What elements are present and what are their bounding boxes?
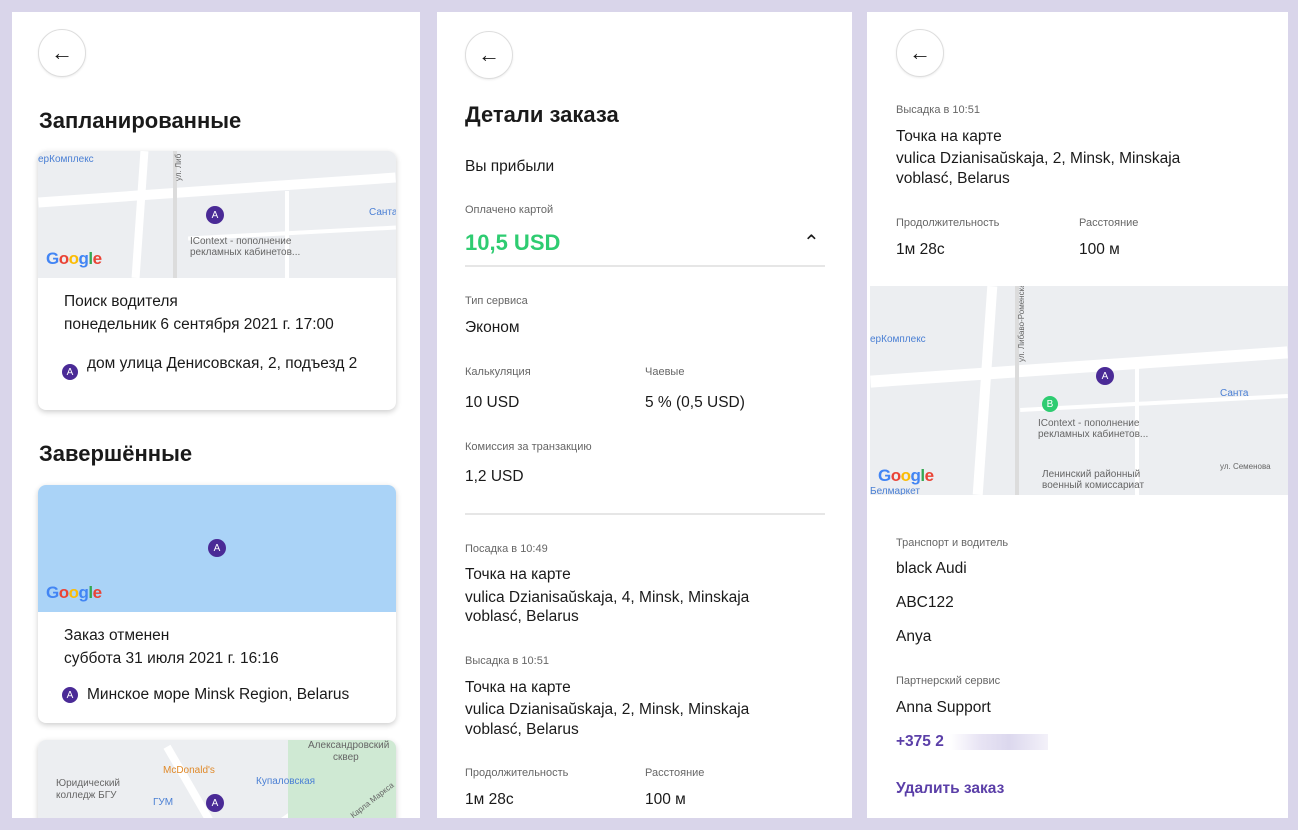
order-status: Вы прибыли (465, 158, 555, 175)
google-logo: Google (46, 583, 102, 602)
scheduled-heading: Запланированные (39, 108, 242, 133)
order-card[interactable]: ерКомплекс Санта IContext - пополнение р… (38, 151, 396, 410)
duration-label: Продолжительность (896, 217, 1000, 229)
marker-a-icon: A (62, 364, 78, 380)
fee-value: 1,2 USD (465, 468, 524, 485)
phone-link[interactable]: +375 2 (896, 733, 944, 750)
order-address: Минское море Minsk Region, Belarus (87, 686, 350, 703)
google-logo: Google (878, 466, 934, 485)
dropoff-label: Высадка в 10:51 (896, 104, 980, 116)
partner-label: Партнерский сервис (896, 675, 1001, 687)
delete-order-button[interactable]: Удалить заказ (896, 780, 1005, 797)
order-details-screen-scrolled: ← Высадка в 10:51 Точка на карте vulica … (867, 12, 1288, 818)
pickup-label: Посадка в 10:49 (465, 543, 548, 555)
marker-a-icon: A (208, 539, 226, 557)
order-status: Заказ отменен (64, 627, 170, 644)
order-date: понедельник 6 сентября 2021 г. 17:00 (64, 316, 334, 333)
duration-label: Продолжительность (465, 767, 569, 779)
order-status: Поиск водителя (64, 293, 178, 310)
back-button[interactable]: ← (465, 31, 513, 79)
back-button[interactable]: ← (38, 29, 86, 77)
arrow-left-icon: ← (478, 42, 500, 67)
order-card[interactable]: A Google Заказ отменен суббота 31 июля 2… (38, 485, 396, 723)
phone-blur (950, 734, 1048, 750)
marker-a-icon: A (1096, 367, 1114, 385)
order-card[interactable]: Александровский сквер McDonald's Юридиче… (38, 740, 396, 818)
page-title: Детали заказа (465, 102, 619, 127)
distance-value: 100 м (1079, 241, 1120, 258)
fee-label: Комиссия за транзакцию (465, 441, 592, 453)
dropoff-address: voblasć, Belarus (465, 721, 579, 738)
orders-list-screen: ← Запланированные ерКомплекс Санта ICont… (12, 12, 420, 818)
calc-label: Калькуляция (465, 366, 531, 378)
dropoff-label: Высадка в 10:51 (465, 655, 549, 667)
paid-label: Оплачено картой (465, 204, 554, 216)
car-value: black Audi (896, 560, 967, 577)
order-address: дом улица Денисовская, 2, подъезд 2 (87, 355, 358, 372)
order-details-screen: ← Детали заказа Вы прибыли Оплачено карт… (437, 12, 852, 818)
distance-label: Расстояние (1079, 217, 1139, 229)
street-label: ул. Либ (174, 153, 183, 181)
arrow-left-icon: ← (51, 40, 73, 65)
google-logo: Google (46, 249, 102, 268)
completed-heading: Завершённые (39, 441, 193, 466)
order-date: суббота 31 июля 2021 г. 16:16 (64, 650, 279, 667)
plate-value: ABC122 (896, 594, 954, 611)
transport-label: Транспорт и водитель (896, 537, 1009, 549)
dropoff-address: vulica Dzianisaŭskaja, 2, Minsk, Minskaj… (465, 701, 750, 718)
dropoff-title: Точка на карте (896, 128, 1002, 145)
dropoff-address: vulica Dzianisaŭskaja, 2, Minsk, Minskaj… (896, 150, 1181, 167)
service-type-label: Тип сервиса (465, 295, 528, 307)
marker-a-icon: A (62, 687, 78, 703)
marker-a-icon: A (206, 206, 224, 224)
partner-value: Anna Support (896, 699, 991, 716)
tips-value: 5 % (0,5 USD) (645, 394, 745, 411)
pickup-title: Точка на карте (465, 566, 571, 583)
back-button[interactable]: ← (896, 29, 944, 77)
map-preview: A Google (38, 485, 396, 612)
tips-label: Чаевые (645, 366, 685, 378)
marker-a-icon: A (206, 794, 224, 812)
map-preview: Александровский сквер McDonald's Юридиче… (38, 740, 396, 818)
chevron-up-icon[interactable]: ⌃ (803, 232, 820, 254)
dropoff-address: voblasć, Belarus (896, 170, 1010, 187)
paid-amount: 10,5 USD (465, 230, 561, 255)
route-map[interactable]: ерКомплекс Санта IContext - пополнение р… (870, 286, 1288, 495)
driver-value: Anya (896, 628, 932, 645)
pickup-address: voblasć, Belarus (465, 608, 579, 625)
service-type: Эконом (465, 319, 520, 336)
street-label: ул. Либаво-Роменская (1017, 286, 1026, 362)
arrow-left-icon: ← (909, 40, 931, 65)
marker-b-icon: B (1042, 396, 1058, 412)
duration-value: 1м 28с (896, 241, 945, 258)
distance-label: Расстояние (645, 767, 705, 779)
distance-value: 100 м (645, 791, 686, 808)
pickup-address: vulica Dzianisaŭskaja, 4, Minsk, Minskaj… (465, 589, 750, 606)
duration-value: 1м 28с (465, 791, 514, 808)
dropoff-title: Точка на карте (465, 679, 571, 696)
calc-value: 10 USD (465, 394, 520, 411)
map-preview: ерКомплекс Санта IContext - пополнение р… (38, 151, 396, 278)
